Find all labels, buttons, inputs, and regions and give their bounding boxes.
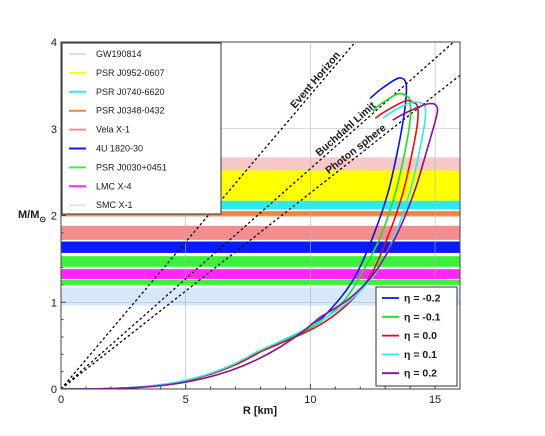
legend-label-eta-3: η = 0.1 [404, 349, 437, 361]
legend-label-psr-j0740-6620: PSR J0740-6620 [96, 87, 165, 97]
x-tick-label-15: 15 [429, 394, 441, 406]
legend-label-psr-j0348-0432: PSR J0348-0432 [96, 106, 165, 116]
legend-label-eta-4: η = 0.2 [404, 368, 437, 380]
band-psr-j0348-0432 [61, 211, 460, 217]
series-tail-eta-3 [61, 351, 256, 389]
band-4u-1820-30 [61, 241, 460, 253]
legend-label-gw190814: GW190814 [96, 49, 142, 59]
x-tick-label-0: 0 [58, 394, 64, 406]
x-tick-label-5: 5 [183, 394, 189, 406]
svg-text:M/M⊙: M/M⊙ [18, 209, 46, 224]
band-legend-frame [61, 42, 222, 215]
band-psr-j0030-0451 [61, 279, 460, 285]
legend-label-eta-1: η = -0.1 [404, 311, 441, 323]
series-legend-frame [375, 286, 458, 387]
band-psr-j0030-0451 [61, 256, 460, 267]
series-line-eta-2 [260, 99, 419, 353]
y-axis-label: M/M⊙ [18, 209, 46, 224]
y-tick-label-1: 1 [51, 297, 57, 309]
legend-label-4u-1820-30: 4U 1820-30 [96, 144, 143, 154]
band-lmc-x-4 [61, 269, 460, 279]
y-tick-label-2: 2 [51, 211, 57, 223]
series-line-eta-0 [260, 77, 408, 352]
ref-line-buchdahl-limit [61, 42, 455, 389]
legend-label-smc-x-1: SMC X-1 [96, 200, 133, 210]
ref-label-event-horizon: Event Horizon [288, 49, 343, 111]
legend-label-psr-j0030-0451: PSR J0030+0451 [96, 162, 167, 172]
x-axis-label: R [km] [243, 405, 278, 417]
series-legend: η = -0.2 η = -0.1 η = 0.0 η = 0.1 η = 0.2 [375, 286, 458, 387]
series-line-eta-4 [319, 102, 439, 318]
reference-lines [61, 42, 460, 389]
y-tick-label-3: 3 [51, 124, 57, 136]
band-psr-j0740-6620 [61, 200, 460, 210]
y-axis-label-sub: ⊙ [39, 215, 46, 224]
series-line-eta-3 [255, 101, 427, 354]
legend-label-eta-2: η = 0.0 [404, 330, 437, 342]
y-axis-label-main: M/M [18, 209, 39, 221]
x-tick-label-10: 10 [304, 394, 316, 406]
legend-label-lmc-x-4: LMC X-4 [96, 181, 132, 191]
y-tick-label-0: 0 [51, 384, 57, 396]
band-legend: GW190814 PSR J0952-0607 PSR J0740-6620 PSR … [61, 42, 222, 215]
legend-label-vela-x-1: Vela X-1 [96, 125, 130, 135]
y-tick-label-4: 4 [51, 37, 57, 49]
legend-label-eta-0: η = -0.2 [404, 293, 441, 305]
band-vela-x-1 [61, 225, 460, 240]
legend-label-psr-j0952-0607: PSR J0952-0607 [96, 68, 165, 78]
